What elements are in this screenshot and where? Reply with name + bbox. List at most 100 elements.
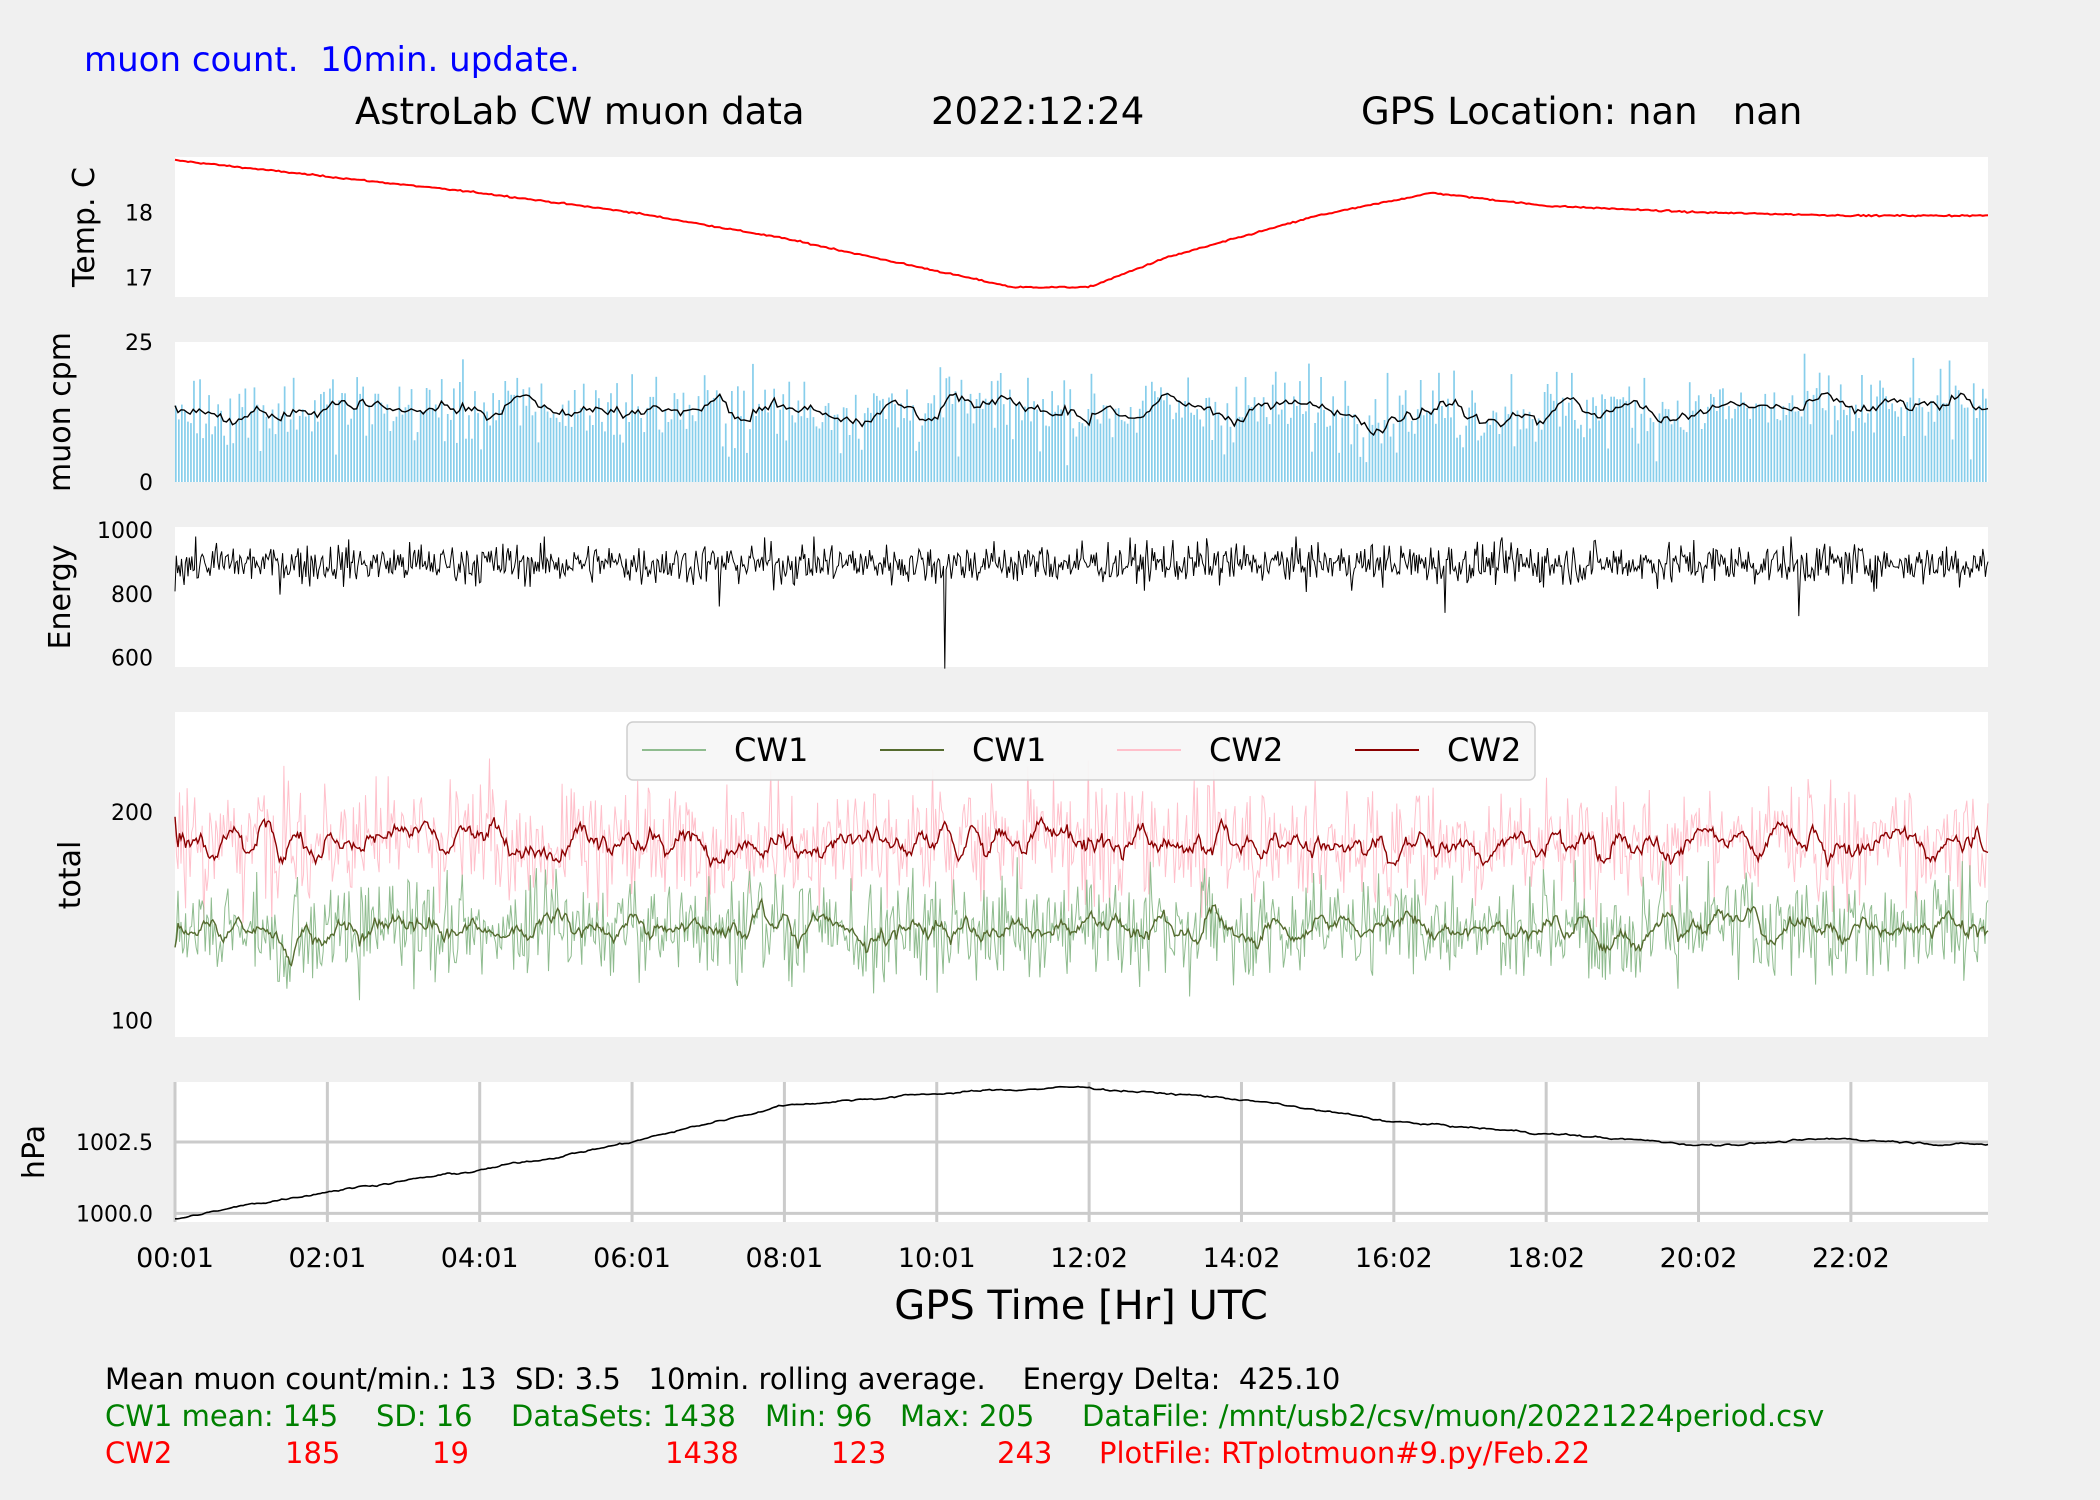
muon-bar — [879, 400, 881, 482]
muon-bar — [513, 394, 516, 482]
muon-bar — [181, 404, 183, 482]
total-ytick-200: 200 — [111, 801, 153, 826]
muon-bar — [827, 403, 830, 482]
muon-bar — [217, 404, 219, 482]
muon-bar — [1903, 436, 1906, 482]
muon-bar — [815, 426, 818, 482]
muon-bar — [570, 426, 573, 482]
muon-bar — [848, 435, 851, 482]
muon-bar — [1704, 423, 1706, 482]
muon-bar — [1193, 414, 1195, 482]
muon-bar — [1392, 423, 1395, 482]
muon-bar — [1398, 395, 1401, 482]
muon-bar — [724, 423, 727, 482]
muon-bar — [253, 387, 256, 482]
muon-bar — [960, 379, 963, 482]
muon-bar — [1163, 400, 1165, 482]
muon-bar — [1900, 407, 1903, 482]
muon-bar — [1492, 410, 1495, 482]
muon-bar — [392, 421, 395, 482]
muon-bar — [1081, 423, 1084, 482]
muon-bar — [1812, 394, 1815, 482]
muon-bar — [785, 440, 788, 482]
muon-bar — [1120, 419, 1123, 482]
cw1-max: Max: 205 — [900, 1399, 1035, 1433]
muon-bar — [1323, 409, 1325, 482]
muon-bar — [830, 430, 833, 482]
muon-bar — [1329, 425, 1331, 482]
muon-bar — [1616, 399, 1618, 482]
muon-bar — [1646, 431, 1649, 482]
muon-bar — [1719, 389, 1721, 482]
muon-bar — [329, 388, 331, 482]
muon-bar — [966, 413, 969, 482]
muon-bar — [1978, 405, 1981, 482]
muon-bar — [314, 400, 316, 482]
muon-bar — [486, 411, 488, 482]
pressure-ytick-1002.5: 1002.5 — [76, 1131, 153, 1156]
muon-bar — [598, 398, 600, 482]
muon-bar — [289, 419, 292, 482]
x-axis-label: GPS Time [Hr] UTC — [894, 1283, 1268, 1329]
muon-bar — [1296, 406, 1298, 482]
muon-bar — [1921, 407, 1924, 482]
muon-bar — [374, 393, 377, 482]
header-note: muon count. 10min. update. — [84, 40, 580, 80]
muon-bar — [1821, 408, 1824, 482]
muon-bar — [1377, 422, 1380, 482]
muon-bar — [1613, 396, 1615, 482]
muon-bar — [1951, 439, 1954, 482]
muon-bar — [1111, 437, 1114, 482]
muon-bar — [567, 400, 570, 482]
muon-bar — [425, 388, 428, 482]
muon-bar — [1598, 420, 1600, 482]
temperature-ylabel: Temp. C — [67, 167, 102, 288]
muon-bar — [824, 405, 827, 482]
xtick-label: 22:02 — [1812, 1243, 1890, 1274]
muon-bar — [202, 438, 204, 482]
muon-bar — [1827, 375, 1830, 482]
muon-bar — [229, 398, 232, 482]
muon-bar — [211, 434, 213, 482]
muon-bar — [265, 416, 268, 482]
muon-bar — [1054, 411, 1056, 482]
muon-bar — [416, 432, 419, 482]
muon-bar — [546, 411, 549, 482]
muon-bar — [667, 422, 670, 482]
muon-bar — [1126, 423, 1129, 482]
muon-bar — [504, 381, 507, 482]
muon-bar — [1685, 432, 1688, 482]
muon-bar — [655, 376, 658, 482]
chart-title: AstroLab CW muon data — [355, 90, 805, 133]
muon-bar — [972, 423, 975, 482]
muon-bar — [1129, 407, 1132, 482]
pressure-panel: 1000.0 1002.5 hPa 00:01 02:01 04:01 06:01 08:01… — [17, 1082, 1989, 1329]
muon-bar — [661, 432, 664, 482]
muon-bar — [1734, 408, 1736, 482]
muon-bar — [1410, 420, 1413, 482]
muon-bar — [697, 396, 700, 482]
muon-bar — [610, 393, 612, 482]
muon-ytick-25: 25 — [125, 331, 153, 356]
total-ylabel: total — [53, 841, 88, 910]
muon-bar — [1018, 401, 1020, 482]
muon-ylabel: muon cpm — [43, 332, 78, 492]
muon-bar — [507, 390, 510, 482]
muon-bar — [226, 444, 229, 482]
muon-bar — [193, 380, 195, 482]
muon-bar — [459, 382, 461, 482]
muon-bar — [1725, 419, 1727, 482]
muon-bar — [1694, 401, 1697, 482]
muon-bar — [1386, 372, 1389, 482]
muon-bar — [1945, 403, 1948, 482]
muon-bar — [999, 373, 1002, 482]
xtick-label: 12:02 — [1050, 1243, 1128, 1274]
muon-bar — [1105, 405, 1108, 482]
muon-bar — [1099, 423, 1102, 482]
muon-bar — [1036, 409, 1038, 482]
muon-bar — [1782, 406, 1785, 482]
muon-bar — [779, 409, 781, 482]
muon-bar — [1268, 424, 1271, 482]
muon-bar — [187, 421, 189, 482]
muon-bar — [1045, 425, 1047, 482]
